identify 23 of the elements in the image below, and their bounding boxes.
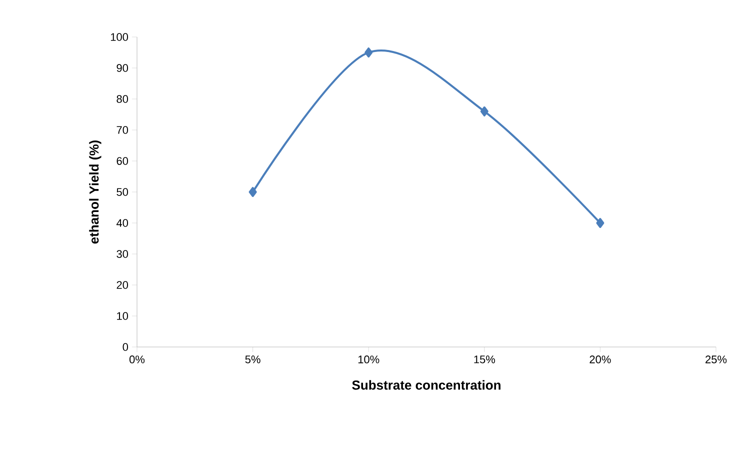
x-axis-title: Substrate concentration — [352, 380, 500, 390]
point — [364, 47, 373, 58]
x-tick-label: 10% — [358, 356, 380, 364]
y-tick-label: 30 — [116, 250, 128, 258]
y-tick-label: 40 — [116, 219, 128, 227]
x-tick-label: 15% — [474, 356, 496, 364]
point — [480, 106, 488, 116]
y-tick-label: 20 — [116, 281, 128, 289]
y-axis-title: ethanol Yield (%) — [89, 140, 102, 244]
y-tick-label: 60 — [116, 157, 128, 165]
y-tick-label: 50 — [116, 188, 128, 196]
y-tick-label: 100 — [110, 33, 128, 41]
point — [596, 218, 604, 228]
y-tick-label: 0 — [122, 343, 128, 351]
x-tick-label: 0% — [129, 356, 145, 364]
y-tick-label: 90 — [116, 64, 128, 72]
y-tick-label: 10 — [117, 312, 128, 320]
y-tick-label: 80 — [116, 95, 128, 103]
y-tick-label: 70 — [116, 126, 128, 134]
x-tick-label: 5% — [245, 356, 260, 364]
x-tick-label: 25% — [706, 356, 727, 364]
point — [248, 186, 257, 197]
x-tick-label: 20% — [590, 356, 611, 364]
